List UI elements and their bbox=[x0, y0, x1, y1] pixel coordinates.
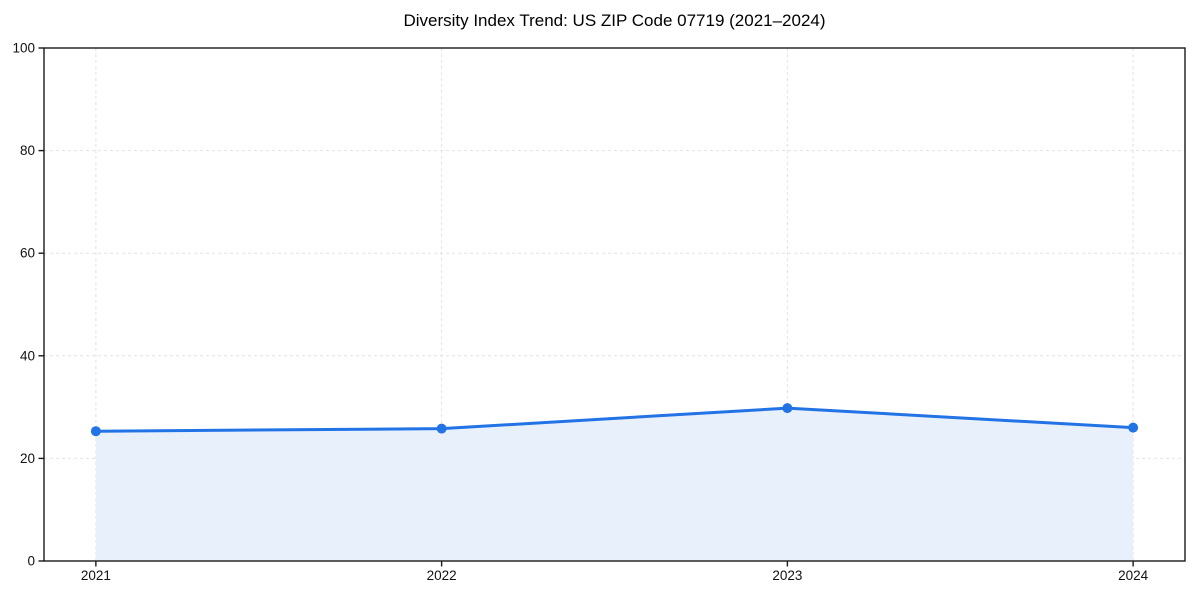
data-point-marker bbox=[90, 426, 101, 437]
y-tick-label: 100 bbox=[12, 41, 35, 56]
data-point-marker bbox=[1128, 422, 1139, 433]
plot-border bbox=[43, 47, 1186, 562]
x-tick-label: 2022 bbox=[427, 568, 457, 583]
y-tick-label: 80 bbox=[20, 143, 35, 158]
area-fill bbox=[95, 408, 1134, 561]
x-tick-label: 2023 bbox=[772, 568, 802, 583]
y-tick-label: 0 bbox=[27, 554, 35, 569]
x-tick-label: 2021 bbox=[81, 568, 111, 583]
chart-title: Diversity Index Trend: US ZIP Code 07719… bbox=[403, 11, 826, 30]
y-tick-label: 20 bbox=[20, 451, 35, 466]
y-tick-label: 60 bbox=[20, 246, 35, 261]
x-tick-label: 2024 bbox=[1118, 568, 1149, 583]
y-tick-label: 40 bbox=[20, 348, 35, 363]
trend-line bbox=[94, 406, 1135, 433]
data-point-marker bbox=[782, 403, 793, 414]
data-point-marker bbox=[436, 423, 447, 434]
